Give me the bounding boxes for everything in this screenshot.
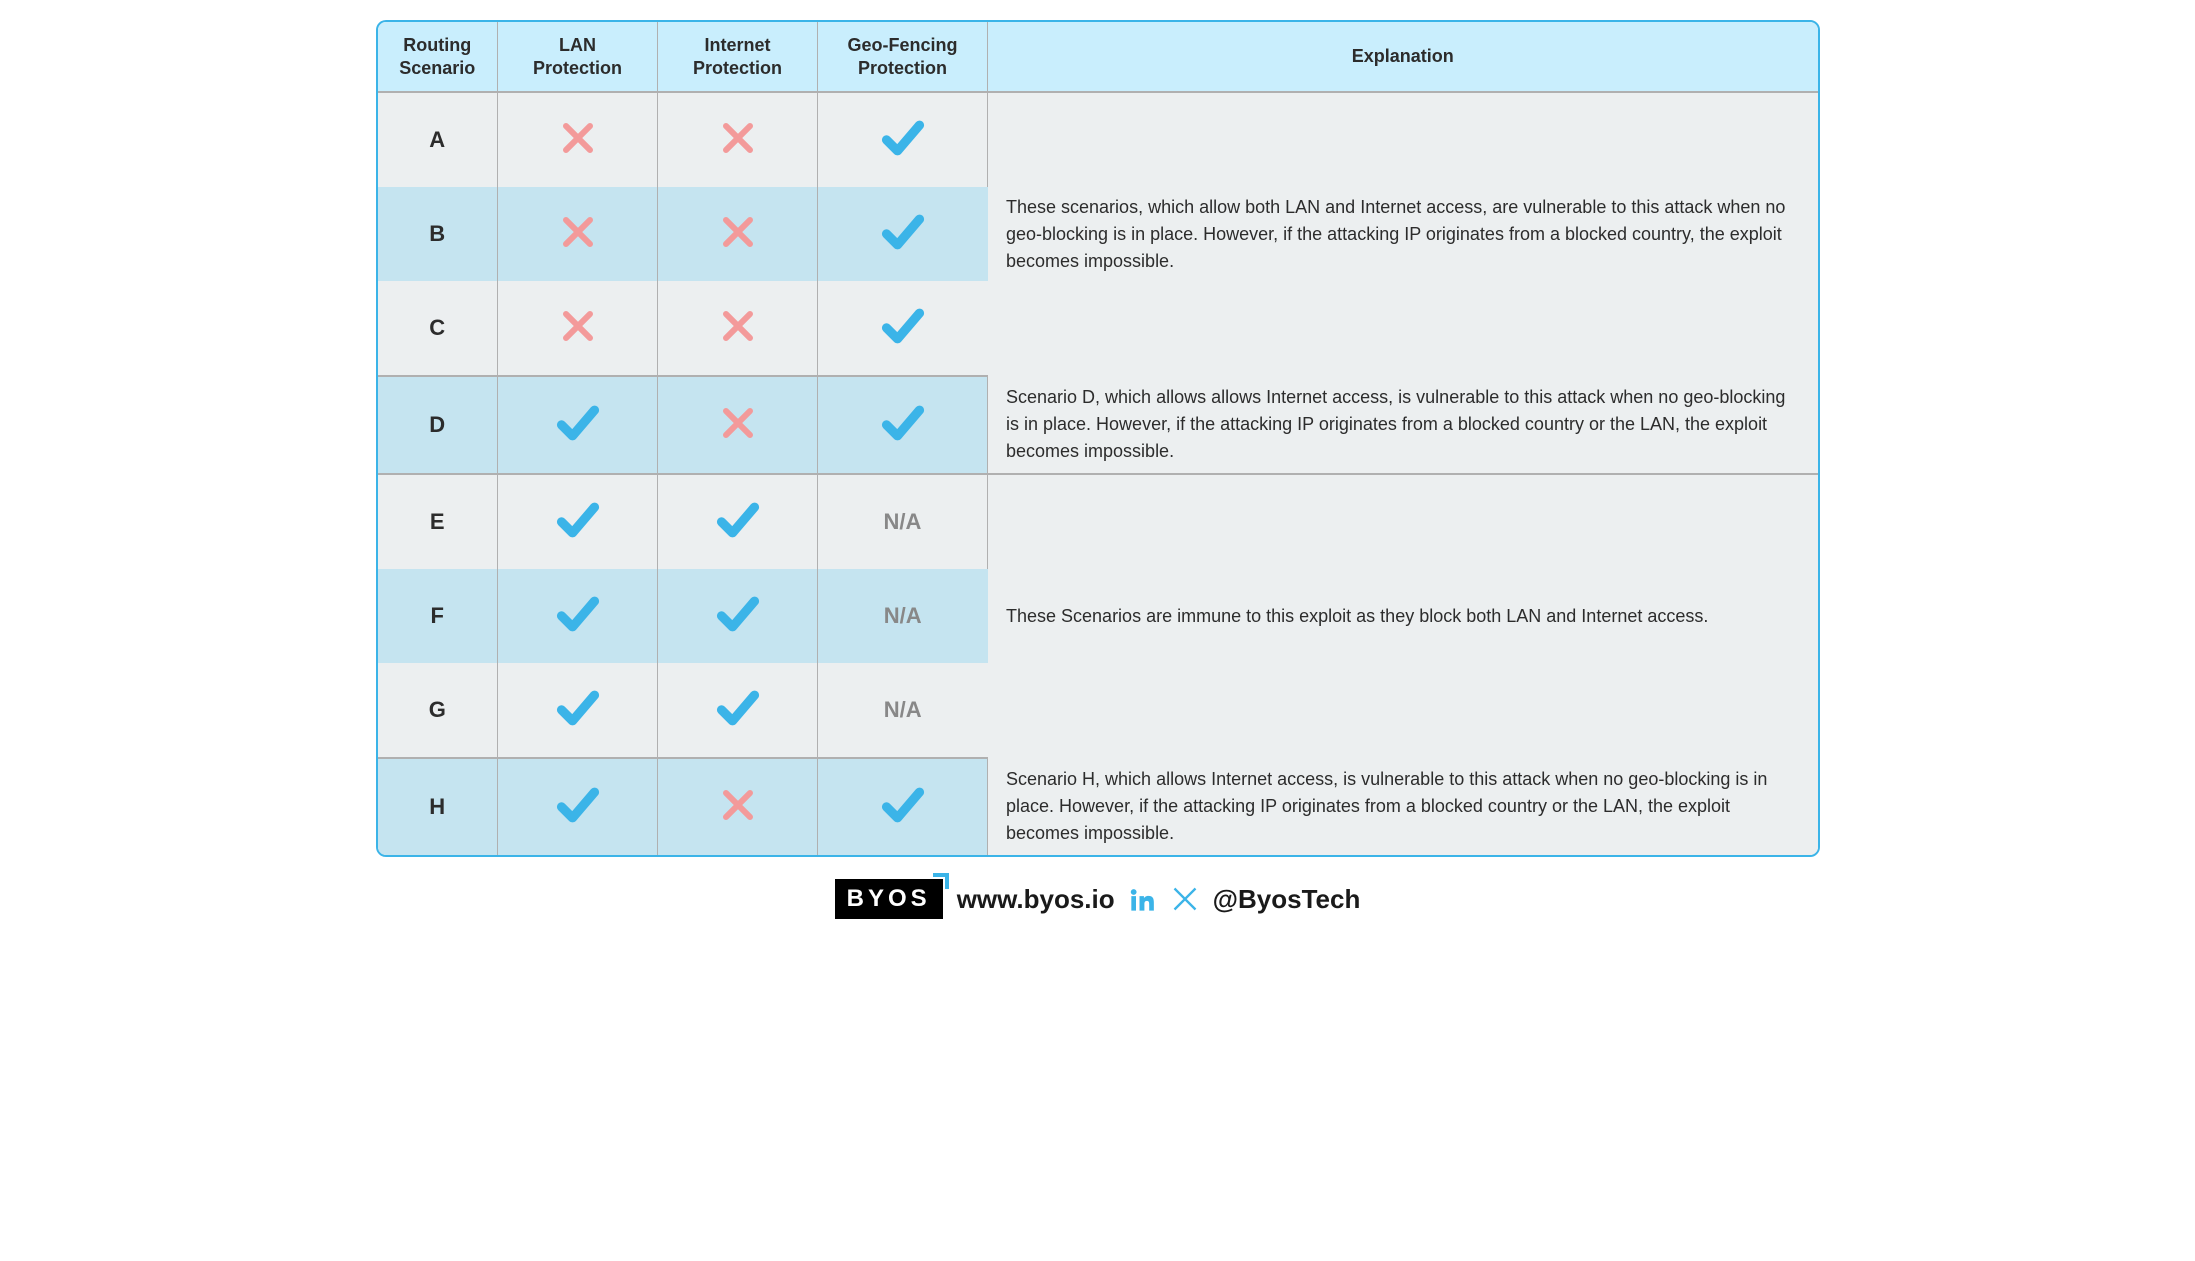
geo-cell: N/A [818,663,988,758]
internet-cell [658,376,818,474]
scenario-cell: D [378,376,498,474]
explanation-cell: These Scenarios are immune to this explo… [988,474,1818,758]
geo-cell: N/A [818,569,988,663]
linkedin-icon [1129,885,1157,913]
scenario-cell: B [378,187,498,281]
table-row: H Scenario H, which allows Internet acces… [378,758,1818,855]
geo-cell [818,187,988,281]
x-icon [720,234,756,254]
table-row: D Scenario D, which allows allows Interne… [378,376,1818,474]
lan-cell [498,187,658,281]
geo-cell [818,758,988,855]
protection-table-container: RoutingScenario LANProtection InternetPr… [376,20,1820,857]
lan-cell [498,376,658,474]
x-icon [560,140,596,160]
col-lan-protection: LANProtection [498,22,658,92]
check-icon [556,620,600,640]
scenario-cell: A [378,92,498,187]
table-body: A These scenarios, which allow both LAN a… [378,92,1818,855]
explanation-cell: These scenarios, which allow both LAN an… [988,92,1818,376]
col-internet-protection: InternetProtection [658,22,818,92]
col-routing-scenario: RoutingScenario [378,22,498,92]
x-social-icon [1171,885,1199,913]
explanation-cell: Scenario H, which allows Internet access… [988,758,1818,855]
x-icon [720,807,756,827]
check-icon [881,144,925,164]
x-icon [720,425,756,445]
lan-cell [498,474,658,569]
internet-cell [658,187,818,281]
table-row: EN/AThese Scenarios are immune to this e… [378,474,1818,569]
protection-table: RoutingScenario LANProtection InternetPr… [378,22,1818,855]
check-icon [556,526,600,546]
explanation-cell: Scenario D, which allows allows Internet… [988,376,1818,474]
internet-cell [658,569,818,663]
internet-cell [658,758,818,855]
x-icon [720,140,756,160]
internet-cell [658,663,818,758]
footer: BYOS www.byos.io @ByosTech [835,879,1361,919]
geo-cell: N/A [818,474,988,569]
check-icon [556,714,600,734]
scenario-cell: E [378,474,498,569]
x-icon [560,328,596,348]
check-icon [881,238,925,258]
internet-cell [658,281,818,376]
check-icon [556,811,600,831]
check-icon [716,714,760,734]
check-icon [881,429,925,449]
col-geofencing-protection: Geo-FencingProtection [818,22,988,92]
geo-cell [818,281,988,376]
geo-cell [818,92,988,187]
col-explanation: Explanation [988,22,1818,92]
check-icon [881,811,925,831]
lan-cell [498,281,658,376]
scenario-cell: G [378,663,498,758]
na-text: N/A [884,509,922,534]
check-icon [716,526,760,546]
geo-cell [818,376,988,474]
footer-handle: @ByosTech [1213,884,1361,915]
lan-cell [498,663,658,758]
lan-cell [498,569,658,663]
check-icon [716,620,760,640]
table-row: AThese scenarios, which allow both LAN a… [378,92,1818,187]
footer-url: www.byos.io [957,884,1115,915]
na-text: N/A [884,697,922,722]
header-row: RoutingScenario LANProtection InternetPr… [378,22,1818,92]
byos-logo: BYOS [835,879,943,919]
lan-cell [498,758,658,855]
lan-cell [498,92,658,187]
x-icon [720,328,756,348]
scenario-cell: F [378,569,498,663]
internet-cell [658,474,818,569]
check-icon [881,332,925,352]
x-icon [560,234,596,254]
internet-cell [658,92,818,187]
scenario-cell: C [378,281,498,376]
na-text: N/A [884,603,922,628]
scenario-cell: H [378,758,498,855]
check-icon [556,429,600,449]
